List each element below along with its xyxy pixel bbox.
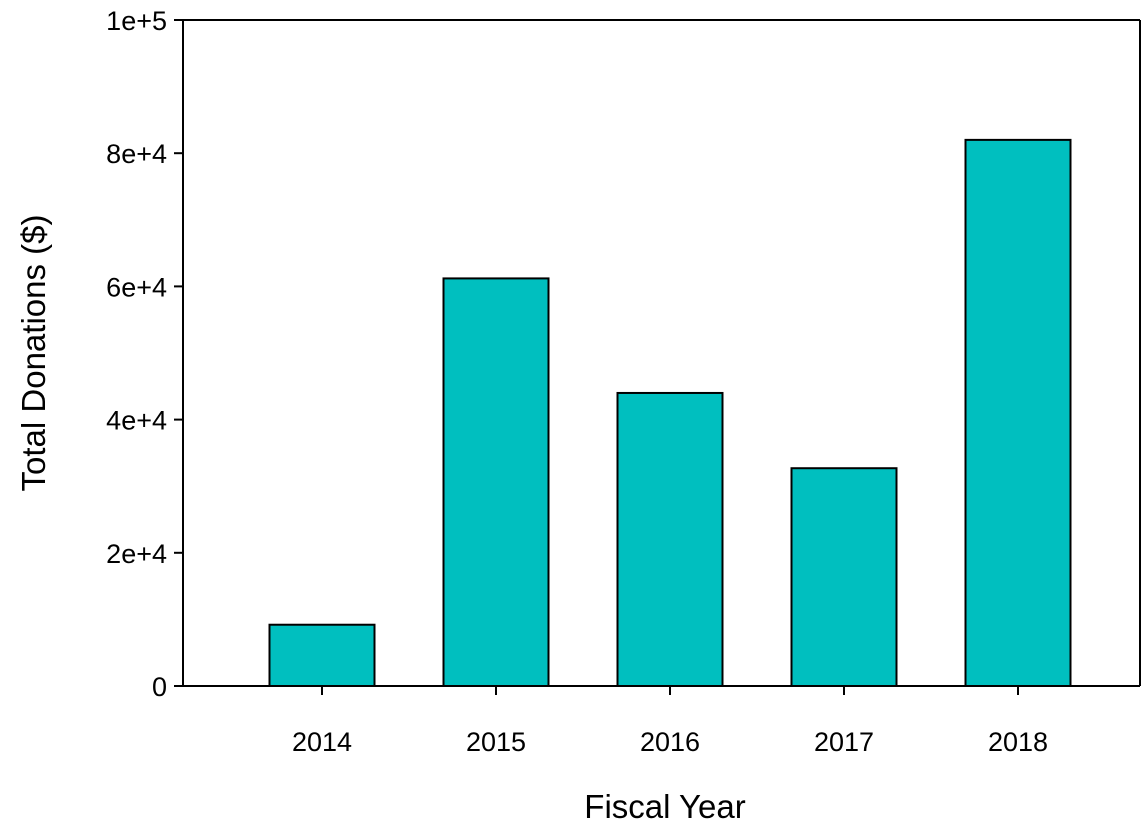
y-tick-label: 2e+4 — [106, 539, 167, 569]
y-tick-label: 1e+5 — [106, 6, 167, 36]
y-tick-label: 6e+4 — [106, 272, 167, 302]
x-tick-label: 2018 — [988, 727, 1048, 757]
y-tick-label: 4e+4 — [106, 406, 167, 436]
y-axis: 0 2e+4 4e+4 6e+4 8e+4 1e+5 — [106, 6, 183, 702]
bars-layer — [268, 138, 1072, 688]
y-axis-title: Total Donations ($) — [15, 215, 52, 492]
bar-2014 — [268, 623, 376, 688]
x-axis-title: Fiscal Year — [584, 788, 745, 825]
x-tick-label: 2016 — [640, 727, 700, 757]
bar-2015 — [442, 277, 550, 687]
x-tick-label: 2015 — [466, 727, 526, 757]
y-tick-label: 8e+4 — [106, 139, 167, 169]
x-tick-label: 2017 — [814, 727, 874, 757]
x-tick-label: 2014 — [292, 727, 352, 757]
bar-2016 — [616, 391, 724, 687]
x-axis: 2014 2015 2016 2017 2018 — [292, 686, 1048, 757]
bar-2018 — [964, 138, 1072, 687]
bar-2017 — [790, 467, 898, 687]
plot-frame — [182, 19, 1141, 687]
y-tick-label: 0 — [152, 672, 167, 702]
